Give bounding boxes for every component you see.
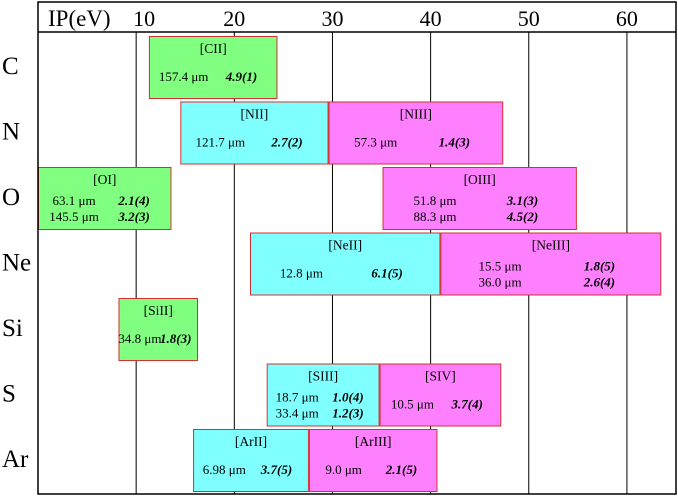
ion-label: [SiII] — [144, 303, 173, 318]
ion-bar-box — [266, 363, 380, 427]
ion-bar: [SIII] 18.7 μm 1.0(4) 33.4 μm 1.2(3) — [266, 363, 380, 427]
line-value: 1.8(3) — [160, 331, 191, 346]
tick-label: 50 — [518, 6, 540, 31]
ion-bar-box — [440, 232, 662, 296]
wavelength-label: 51.8 μm — [413, 193, 456, 208]
wavelength-label: 157.4 μm — [159, 69, 209, 84]
element-labels: C N O Ne Si S Ar — [2, 53, 31, 473]
ion-bar-box — [193, 429, 309, 492]
wavelength-label: 33.4 μm — [276, 406, 319, 421]
element-label: S — [2, 380, 16, 407]
tick-label: 30 — [321, 6, 343, 31]
line-value: 2.6(4) — [583, 275, 615, 290]
ion-bar: [OI] 63.1 μm 2.1(4) 145.5 μm 3.2(3) — [38, 167, 172, 230]
ion-bar-box — [308, 429, 438, 492]
element-label: Si — [2, 315, 23, 342]
ion-label: [SIV] — [425, 369, 456, 384]
ion-bar: [ArIII] 9.0 μm 2.1(5) — [308, 429, 438, 492]
line-value: 2.1(5) — [385, 462, 417, 477]
ion-label: [ArII] — [235, 434, 267, 449]
ion-bar-box — [382, 167, 577, 230]
ion-label: [ArIII] — [355, 434, 392, 449]
element-label: O — [2, 184, 20, 211]
ion-label: [OI] — [93, 172, 116, 187]
element-label: C — [2, 53, 19, 80]
line-value: 4.5(2) — [506, 209, 538, 224]
ion-bar: [NeII] 12.8 μm 6.1(5) — [250, 232, 441, 296]
line-value: 2.1(4) — [117, 193, 149, 208]
ion-bar: [ArII] 6.98 μm 3.7(5) — [193, 429, 309, 492]
wavelength-label: 10.5 μm — [391, 397, 434, 412]
wavelength-label: 121.7 μm — [196, 135, 246, 150]
line-value: 3.1(3) — [506, 193, 538, 208]
line-value: 1.4(3) — [439, 135, 470, 150]
line-value: 6.1(5) — [371, 266, 402, 281]
wavelength-label: 88.3 μm — [413, 209, 456, 224]
wavelength-label: 34.8 μm — [118, 331, 161, 346]
plot-frame — [37, 1, 677, 495]
ion-bar-box — [118, 298, 198, 361]
line-value: 3.7(5) — [260, 462, 292, 477]
wavelength-label: 63.1 μm — [52, 193, 95, 208]
ion-label: [NeII] — [328, 238, 362, 253]
axis-title: IP(eV) — [48, 6, 111, 31]
ion-label: [NIII] — [400, 107, 432, 122]
ion-bar: [CII] 157.4 μm 4.9(1) — [148, 36, 278, 99]
ion-bar-box — [328, 101, 504, 165]
element-label: N — [2, 118, 20, 145]
tick-label: 40 — [420, 6, 442, 31]
tick-labels: 10 20 30 40 50 60 — [133, 6, 638, 31]
wavelength-label: 18.7 μm — [276, 390, 319, 405]
line-value: 1.0(4) — [332, 390, 363, 405]
ion-bar: [NeIII] 15.5 μm 1.8(5) 36.0 μm 2.6(4) — [440, 232, 662, 296]
ion-label: [NeIII] — [532, 238, 570, 253]
ion-label: [NII] — [241, 107, 269, 122]
wavelength-label: 9.0 μm — [325, 462, 362, 477]
wavelength-label: 57.3 μm — [354, 135, 397, 150]
line-value: 3.2(3) — [117, 209, 149, 224]
wavelength-label: 36.0 μm — [479, 275, 522, 290]
ion-bar: [NIII]57.3 μm 1.4(3) — [328, 101, 504, 165]
line-value: 1.8(5) — [584, 259, 615, 274]
tick-label: 10 — [133, 6, 155, 31]
ion-bar-box — [250, 232, 441, 296]
ion-label: [CII] — [200, 41, 227, 56]
wavelength-label: 6.98 μm — [203, 462, 246, 477]
axis-header: IP(eV) — [48, 6, 111, 31]
outer-border — [37, 1, 677, 495]
ion-label: [OIII] — [464, 172, 496, 187]
ion-bar: [NII] 121.7 μm 2.7(2) — [180, 101, 329, 165]
line-value: 1.2(3) — [332, 406, 363, 421]
ion-bar: [OIII] 51.8 μm 3.1(3) 88.3 μm 4.5(2) — [382, 167, 577, 230]
wavelength-label: 15.5 μm — [479, 259, 522, 274]
tick-label: 20 — [223, 6, 245, 31]
wavelength-label: 145.5 μm — [49, 209, 99, 224]
ion-bar-box — [379, 363, 502, 427]
ion-bar: [SiII] 34.8 μm1.8(3) — [118, 298, 198, 361]
line-value: 3.7(4) — [450, 397, 482, 412]
ion-bar-box — [148, 36, 278, 99]
line-value: 2.7(2) — [270, 135, 302, 150]
line-value: 4.9(1) — [225, 69, 257, 84]
ion-bar: [SIV] 10.5 μm 3.7(4) — [379, 363, 502, 427]
ion-bar-box — [38, 167, 172, 230]
ion-bars: [CII]157.4 μm 4.9(1)[NII]121.7 μm 2.7(2)[N… — [38, 36, 662, 492]
element-label: Ne — [2, 249, 31, 276]
wavelength-label: 12.8 μm — [280, 266, 323, 281]
ion-bar-box — [180, 101, 329, 165]
tick-label: 60 — [616, 6, 638, 31]
element-label: Ar — [2, 446, 29, 473]
ion-label: [SIII] — [308, 369, 338, 384]
